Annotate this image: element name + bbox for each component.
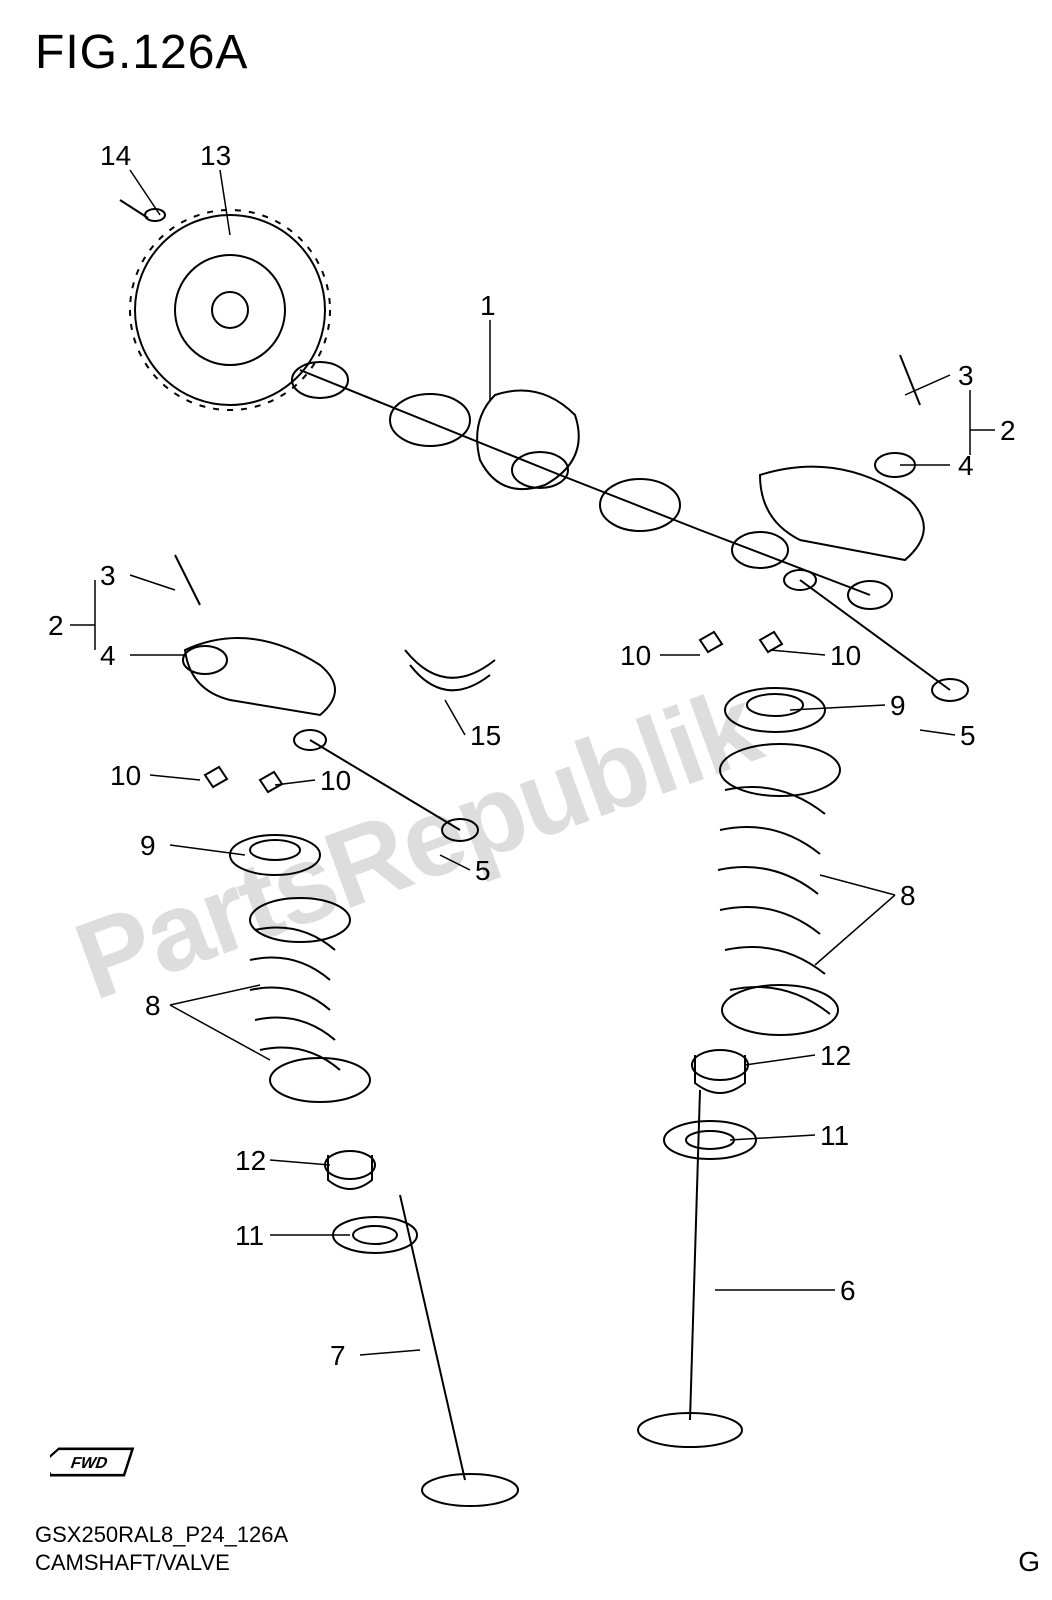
callout-8: 8 [900,880,916,912]
callout-9: 9 [140,830,156,862]
callout-2: 2 [1000,415,1016,447]
callout-8: 8 [145,990,161,1022]
fwd-badge: FWD [50,1440,140,1484]
callout-5: 5 [475,855,491,887]
callout-13: 13 [200,140,231,172]
callout-10: 10 [620,640,651,672]
callout-2: 2 [48,610,64,642]
callout-3: 3 [100,560,116,592]
callout-5: 5 [960,720,976,752]
callout-14: 14 [100,140,131,172]
callout-7: 7 [330,1340,346,1372]
callout-15: 15 [470,720,501,752]
callout-6: 6 [840,1275,856,1307]
section-name: CAMSHAFT/VALVE [35,1549,288,1578]
callout-4: 4 [100,640,116,672]
callout-4: 4 [958,450,974,482]
callout-12: 12 [820,1040,851,1072]
footer-codes: GSX250RAL8_P24_126A CAMSHAFT/VALVE [35,1521,288,1578]
callout-10: 10 [110,760,141,792]
callout-12: 12 [235,1145,266,1177]
callouts-layer: 1413132432410109515101095881211121167 [0,0,1052,1600]
callout-11: 11 [235,1220,264,1252]
callout-10: 10 [830,640,861,672]
callout-10: 10 [320,765,351,797]
callout-11: 11 [820,1120,849,1152]
fwd-label: FWD [68,1455,110,1473]
callout-9: 9 [890,690,906,722]
callout-3: 3 [958,360,974,392]
page-letter: G [1018,1546,1040,1578]
callout-1: 1 [480,290,496,322]
model-code: GSX250RAL8_P24_126A [35,1521,288,1550]
